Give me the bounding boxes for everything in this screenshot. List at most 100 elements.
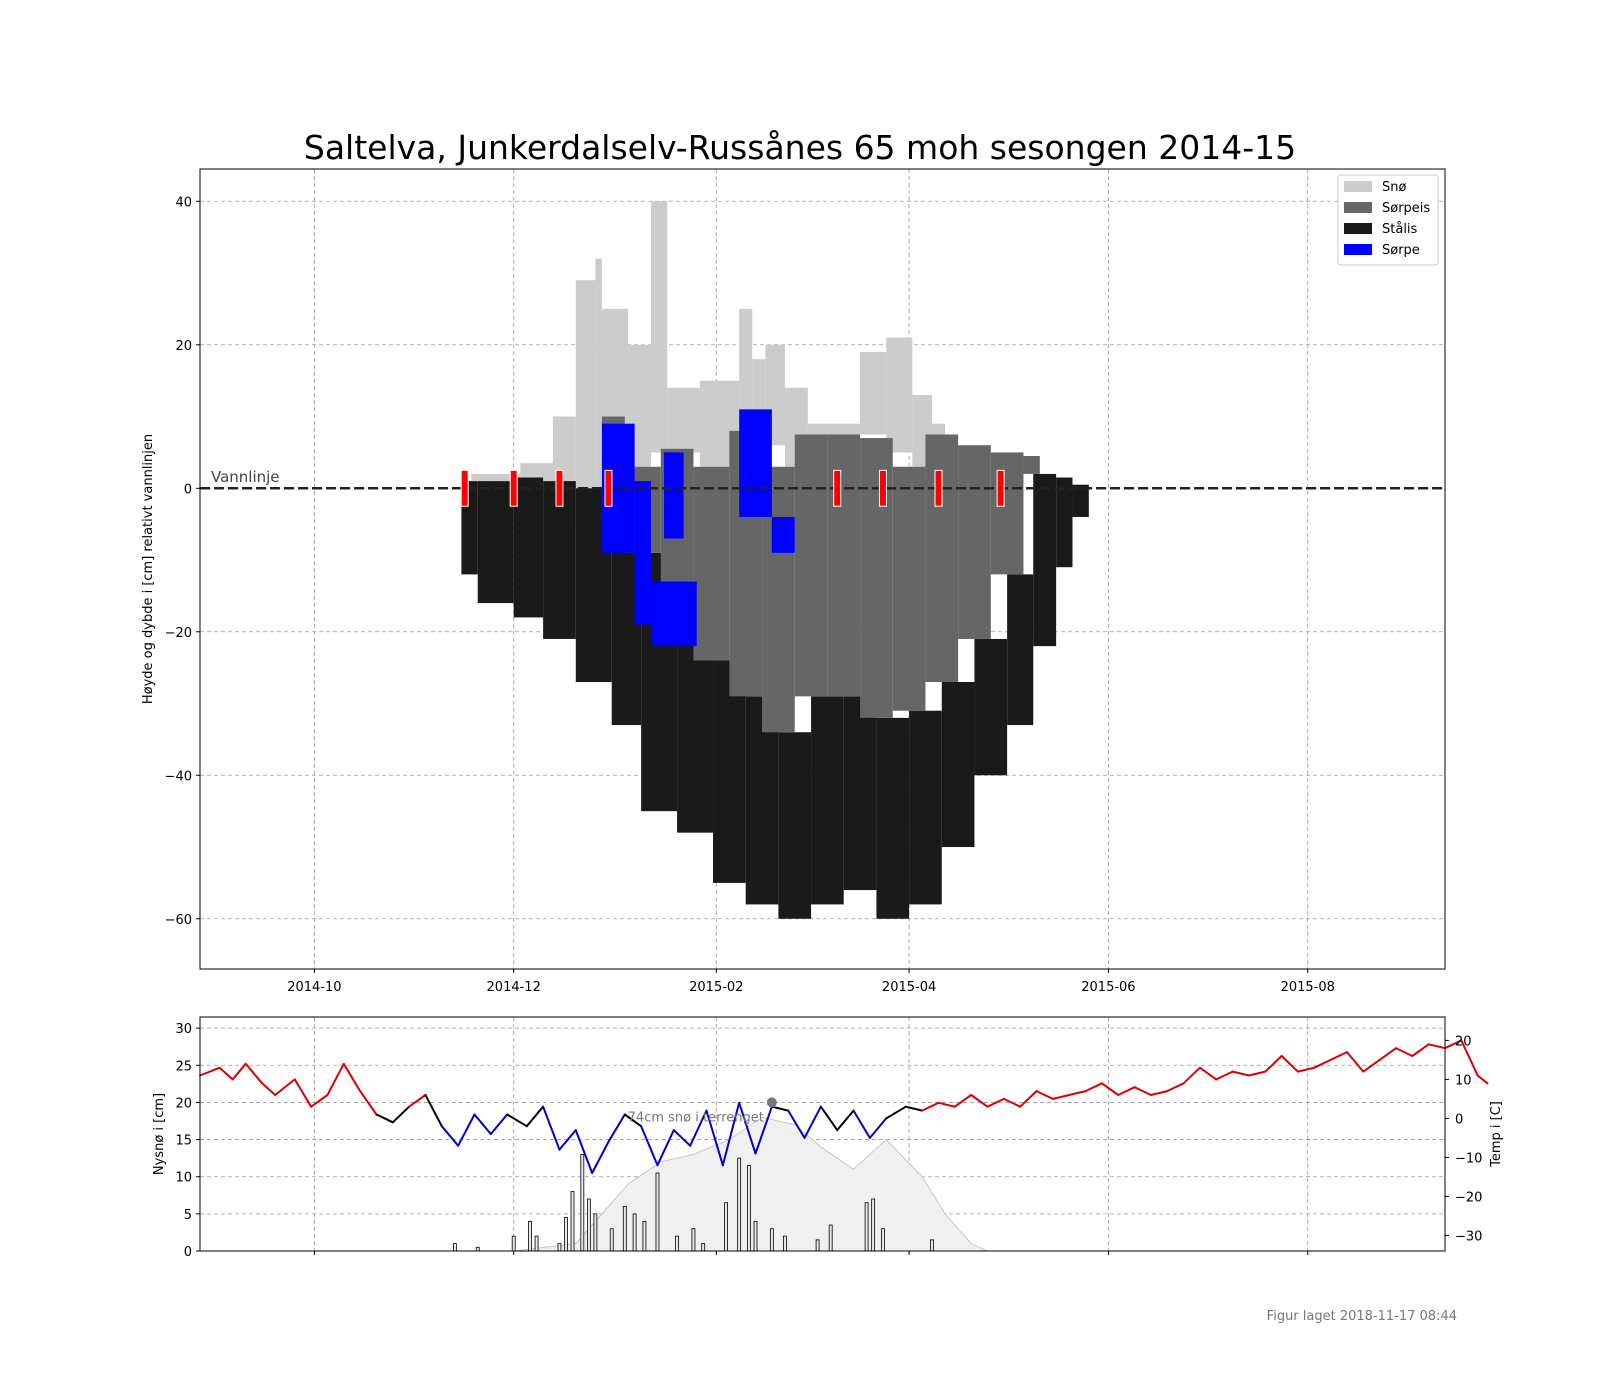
temperature-segment [326,1062,345,1096]
temperature-segment [293,1078,313,1108]
new-snow-bar [564,1217,568,1252]
temperature-line [199,1039,1489,1174]
temperature-segment [623,1113,643,1128]
temperature-segment [656,1129,675,1167]
ice-x-ticks: 2014-10 2014-12 2015-02 2015-04 2015-06 2015-… [287,969,1335,995]
observation-marker [604,469,613,507]
figure-created-note: Figur laget 2018-11-17 08:44 [1267,1309,1457,1324]
new-snow-bar [783,1235,787,1252]
temperature-segment [342,1062,362,1093]
new-snow-bar [737,1157,742,1252]
temperature-segment [970,1094,989,1108]
black-ice-layer [811,696,844,905]
black-ice-layer [909,710,942,905]
temperature-segment [1068,1090,1087,1096]
new-snow-bar [675,1235,679,1252]
legend-swatch [1344,202,1372,213]
new-snow-tick-label: 30 [175,1022,192,1037]
temperature-segment [937,1101,956,1108]
ice-layers [461,201,1089,919]
snow-layer [601,308,629,424]
temperature-segment [542,1105,561,1151]
weather-y2-ticks: 20 10 0 −10 −20 −30 [1445,1034,1482,1244]
temperature-segment [1002,1097,1022,1108]
legend-swatch [1344,223,1372,234]
temperature-segment [1035,1090,1054,1100]
new-snow-bar [930,1239,934,1252]
snow-layer [931,423,946,435]
temperature-segment [1084,1082,1103,1093]
temperature-segment [1231,1070,1250,1077]
new-snow-tick-label: 15 [175,1134,192,1149]
slush-ice-layer [958,445,991,639]
ice-panel: 40 20 0 −20 −40 −60 2014-10 2014-12 2015-02 2015… [141,168,1446,995]
temperature-segment [754,1105,773,1155]
slush-layer [650,581,697,647]
slush-ice-layer [860,438,893,718]
new-snow-tick-label: 25 [175,1059,192,1074]
temperature-segment [1166,1082,1185,1093]
new-snow-bar [632,1213,637,1252]
temperature-segment [1362,1058,1381,1073]
temperature-segment [457,1113,476,1147]
slush-layer [771,516,795,553]
new-snow-bar [534,1235,539,1252]
ice-x-tick-label: 2015-02 [689,980,743,995]
ice-y-tick-label: 40 [175,195,192,210]
black-ice-layer [1072,484,1089,517]
slush-ice-layer [693,466,730,661]
black-ice-layer [1033,473,1057,647]
temperature-segment [375,1113,394,1124]
new-snow-bar [622,1206,627,1252]
ice-x-tick-label: 2015-04 [882,980,936,995]
snow-layer [667,387,700,453]
temperature-segment [868,1117,888,1139]
temperature-segment [803,1105,822,1139]
temperature-segment [1182,1066,1201,1085]
black-ice-layer [543,481,576,639]
legend-box [1337,174,1439,266]
temperature-segment [705,1109,724,1167]
temperature-segment [1264,1055,1283,1073]
chart-title: Saltelva, Junkerdalselv-Russånes 65 moh … [304,128,1296,167]
new-snow-bar [580,1154,585,1252]
observation-marker [878,469,887,507]
new-snow-bar [475,1246,480,1252]
ice-x-tick-label: 2015-06 [1081,980,1135,995]
legend-label: Sørpeis [1382,201,1430,216]
annotation-point [766,1097,777,1108]
new-snow-y-label: Nysnø i [cm] [152,1093,167,1175]
temperature-segment [904,1105,924,1112]
temperature-segment [721,1101,741,1167]
temperature-segment [574,1129,594,1174]
temperature-segment [1329,1051,1348,1061]
snow-layer [886,337,913,453]
slush-ice-layer [827,434,861,697]
temperature-segment [1117,1086,1136,1096]
temperature-segment [1247,1070,1267,1077]
temperature-segment [1133,1086,1152,1096]
temperature-segment [218,1066,234,1081]
temperature-segment [591,1140,610,1174]
snow-layer [575,280,596,525]
temperature-segment [274,1078,296,1096]
temperature-segment [1378,1047,1397,1061]
slush-ice-layer [990,452,1024,575]
temperature-segment [506,1113,528,1128]
temperature-segment [1280,1055,1299,1073]
temperature-segment [408,1094,427,1108]
temperature-segment [1444,1039,1463,1050]
snow-layer [650,201,668,453]
legend-label: Sørpe [1382,243,1420,258]
ice-x-tick-label: 2014-10 [287,980,341,995]
temperature-segment [607,1113,626,1143]
ice-y-tick-label: −60 [165,913,192,928]
new-snow-bar [828,1224,833,1252]
temperature-segment [525,1105,545,1128]
new-snow-bar [570,1191,575,1252]
annotation-text: 74cm snø i terrenget [628,1110,764,1125]
black-ice-layer [876,717,910,919]
new-snow-bar [642,1220,647,1252]
temperature-segment [787,1109,806,1139]
